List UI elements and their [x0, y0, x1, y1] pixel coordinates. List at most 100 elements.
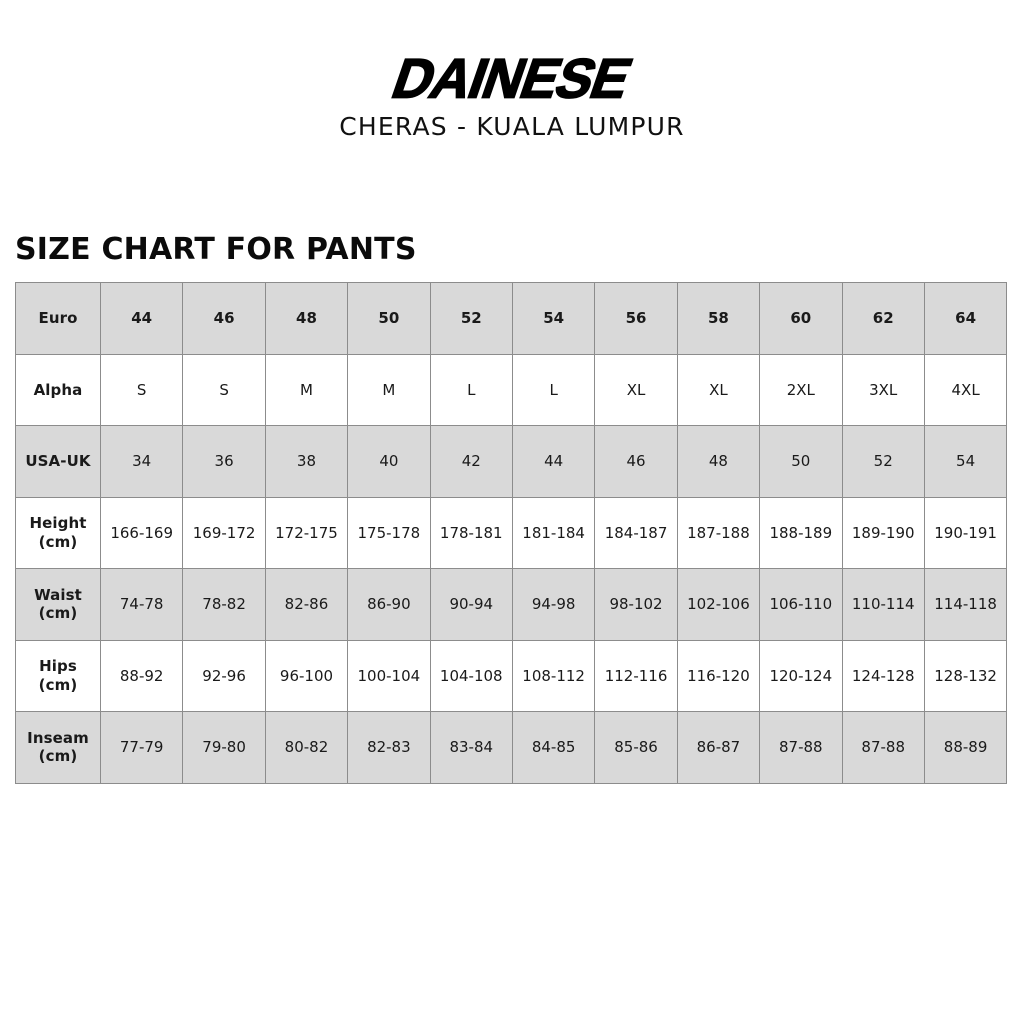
cell: 187-188 [676, 496, 761, 569]
cell: 190-191 [923, 496, 1008, 569]
cell: 56 [594, 282, 678, 355]
row-label-alpha: Alpha [15, 353, 101, 426]
cell: S [99, 353, 184, 426]
cell: 86-90 [347, 568, 431, 641]
cell: 82-83 [347, 711, 431, 784]
cell: 96-100 [264, 639, 349, 712]
cell: 169-172 [182, 496, 266, 569]
cell: 98-102 [594, 568, 678, 641]
cell: 4XL [923, 353, 1008, 426]
cell: 178-181 [429, 496, 513, 569]
cell: M [264, 353, 349, 426]
table-row: USA-UK 34 36 38 40 42 44 46 48 50 52 54 [15, 425, 1008, 498]
cell: 46 [182, 282, 266, 355]
cell: 36 [182, 425, 266, 498]
cell: 116-120 [676, 639, 761, 712]
cell: 62 [841, 282, 925, 355]
cell: 60 [759, 282, 843, 355]
cell: 52 [841, 425, 925, 498]
cell: 112-116 [594, 639, 678, 712]
cell: 88-89 [923, 711, 1008, 784]
cell: 128-132 [923, 639, 1008, 712]
cell: 48 [264, 282, 349, 355]
cell: 84-85 [511, 711, 596, 784]
cell: M [347, 353, 431, 426]
row-label-height-cm: Height (cm) [15, 496, 101, 569]
row-label-hips-cm: Hips (cm) [15, 639, 101, 712]
cell: 102-106 [676, 568, 761, 641]
cell: 87-88 [759, 711, 843, 784]
cell: 3XL [841, 353, 925, 426]
cell: 2XL [759, 353, 843, 426]
cell: 40 [347, 425, 431, 498]
cell: 50 [759, 425, 843, 498]
cell: S [182, 353, 266, 426]
cell: 86-87 [676, 711, 761, 784]
row-label-line-1: Waist [34, 585, 82, 604]
row-label-line-1: Height [29, 514, 87, 533]
row-label-euro: Euro [15, 282, 101, 355]
brand-header: DAINESE CHERAS - KUALA LUMPUR [0, 0, 1024, 175]
cell: 48 [676, 425, 761, 498]
cell: 83-84 [429, 711, 513, 784]
row-label-line-2: (cm) [38, 747, 78, 766]
cell: 82-86 [264, 568, 349, 641]
cell: 38 [264, 425, 349, 498]
row-label-line-2: (cm) [38, 604, 78, 623]
table-row: Euro 44 46 48 50 52 54 56 58 60 62 64 [15, 282, 1008, 355]
table-row: Inseam (cm) 77-79 79-80 80-82 82-83 83-84 84-85… [15, 711, 1008, 784]
cell: 34 [99, 425, 184, 498]
cell: 189-190 [841, 496, 925, 569]
row-label-line-1: Inseam [27, 728, 89, 747]
cell: 58 [676, 282, 761, 355]
table-row: Waist (cm) 74-78 78-82 82-86 86-90 90-94 94-98 9… [15, 568, 1008, 641]
table-row: Hips (cm) 88-92 92-96 96-100 100-104 104-108 1… [15, 639, 1008, 712]
table-row: Alpha S S M M L L XL XL 2XL 3XL 4XL [15, 353, 1008, 426]
cell: 52 [429, 282, 513, 355]
cell: 106-110 [759, 568, 843, 641]
cell: 104-108 [429, 639, 513, 712]
row-label-inseam-cm: Inseam (cm) [15, 711, 101, 784]
cell: 120-124 [759, 639, 843, 712]
cell: 85-86 [594, 711, 678, 784]
cell: 77-79 [99, 711, 184, 784]
cell: 188-189 [759, 496, 843, 569]
cell: L [429, 353, 513, 426]
row-label-line-2: (cm) [38, 532, 78, 551]
cell: 87-88 [841, 711, 925, 784]
row-label-usa-uk: USA-UK [15, 425, 101, 498]
brand-location-subtitle: CHERAS - KUALA LUMPUR [339, 112, 685, 141]
cell: 114-118 [923, 568, 1008, 641]
cell: 46 [594, 425, 678, 498]
cell: 90-94 [429, 568, 513, 641]
cell: 64 [923, 282, 1008, 355]
cell: 44 [99, 282, 184, 355]
cell: 78-82 [182, 568, 266, 641]
cell: XL [594, 353, 678, 426]
cell: 44 [511, 425, 596, 498]
row-label-waist-cm: Waist (cm) [15, 568, 101, 641]
cell: 74-78 [99, 568, 184, 641]
dainese-logo: DAINESE [384, 47, 640, 110]
cell: 184-187 [594, 496, 678, 569]
cell: 92-96 [182, 639, 266, 712]
cell: 42 [429, 425, 513, 498]
cell: L [511, 353, 596, 426]
cell: XL [676, 353, 761, 426]
cell: 166-169 [99, 496, 184, 569]
cell: 110-114 [841, 568, 925, 641]
cell: 50 [347, 282, 431, 355]
cell: 80-82 [264, 711, 349, 784]
cell: 124-128 [841, 639, 925, 712]
cell: 94-98 [511, 568, 596, 641]
page-title: SIZE CHART FOR PANTS [15, 232, 417, 267]
cell: 79-80 [182, 711, 266, 784]
cell: 175-178 [347, 496, 431, 569]
size-chart-table-container: Euro 44 46 48 50 52 54 56 58 60 62 64 Alpha S S M M L L XL X… [15, 282, 1008, 784]
table-row: Height (cm) 166-169 169-172 172-175 175-178 17… [15, 496, 1008, 569]
cell: 181-184 [511, 496, 596, 569]
size-chart-table: Euro 44 46 48 50 52 54 56 58 60 62 64 Alpha S S M M L L XL X… [15, 282, 1008, 784]
cell: 54 [511, 282, 596, 355]
cell: 172-175 [264, 496, 349, 569]
cell: 88-92 [99, 639, 184, 712]
